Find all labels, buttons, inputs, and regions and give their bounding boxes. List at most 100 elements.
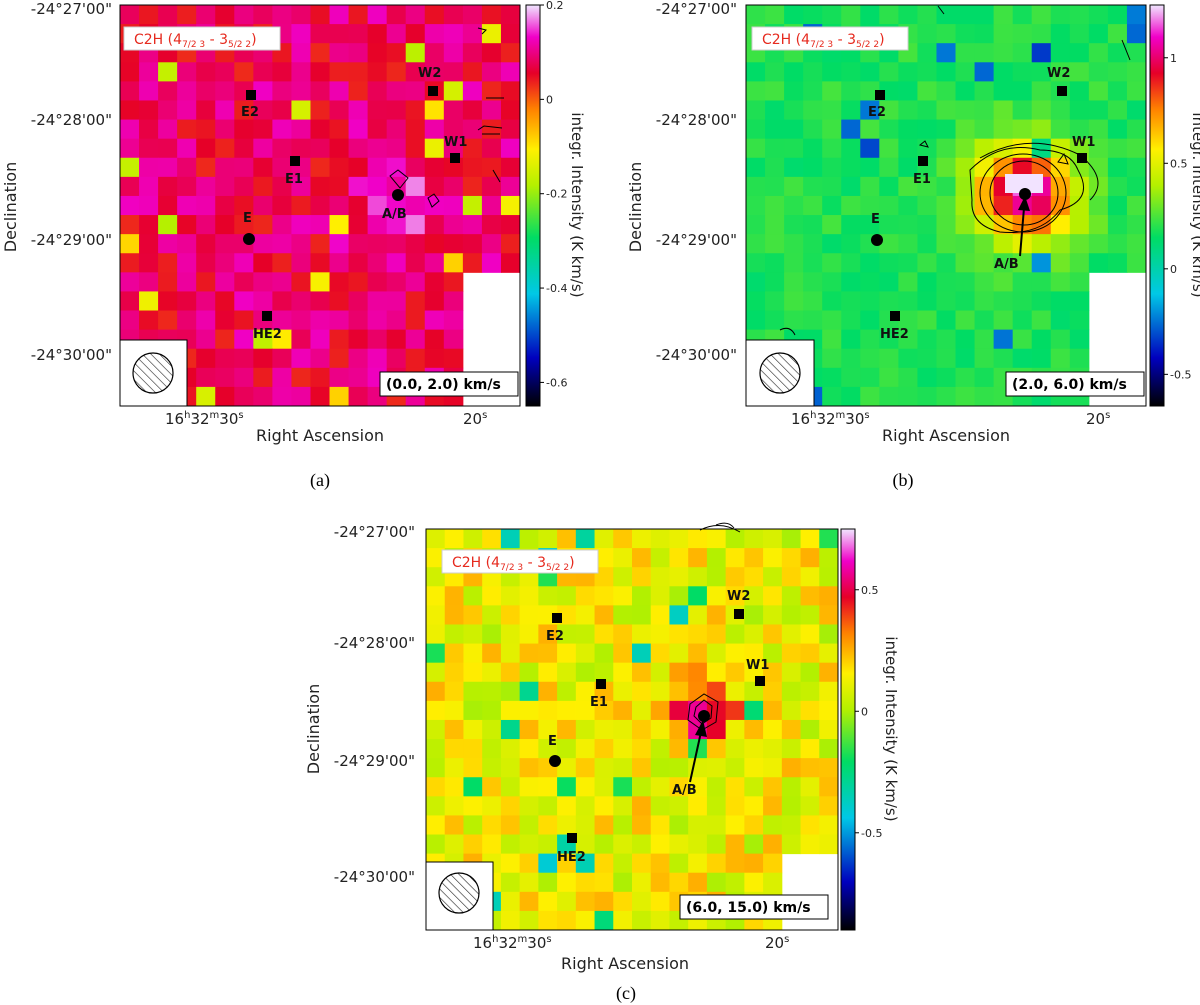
map-pixel [765,138,785,159]
map-pixel [688,796,708,816]
map-pixel [993,272,1014,292]
map-pixel [1088,43,1109,63]
panel-c: C2H (47/2 3 - 35/2 2) (6.0, 15.0) km/s W… [304,522,900,1004]
map-pixel [1012,348,1033,369]
map-pixel [386,62,407,82]
map-pixel [482,700,502,721]
map-pixel [481,253,502,273]
svg-text:16h32m30s: 16h32m30s [165,410,244,428]
map-pixel [650,834,670,855]
map-pixel [291,138,311,159]
map-pixel [348,215,369,235]
map-pixel [781,586,802,606]
map-pixel [253,195,273,216]
map-pixel [746,62,766,82]
map-pixel [594,529,614,549]
map-pixel [1050,62,1071,82]
map-pixel [482,719,502,740]
map-pixel [234,310,254,331]
map-pixel [803,234,823,254]
map-pixel [632,643,652,664]
map-pixel [519,891,539,912]
velocity-label: (2.0, 6.0) km/s [1012,377,1127,393]
map-pixel [386,310,407,331]
map-pixel [1069,348,1090,369]
map-pixel [860,386,880,407]
map-pixel [367,329,388,350]
marker-e [549,755,561,767]
label-e: E [243,211,252,226]
contours-a [389,27,504,208]
map-pixel [481,119,502,140]
map-pixel [594,815,614,836]
map-pixel [669,834,689,855]
map-pixel [1069,253,1090,273]
map-pixel [725,758,745,778]
map-pixel [765,253,785,273]
map-pixel [272,5,292,25]
map-pixel [234,367,254,388]
map-pixel [765,291,785,312]
map-pixel [822,5,842,25]
colorbar-c: 0.5 0 -0.5 integr. Intensity (K km/s) [840,528,900,931]
map-pixel [1031,62,1052,82]
map-pixel [329,100,350,121]
map-pixel [784,100,804,121]
map-pixel [444,624,464,645]
map-pixel [1126,176,1147,197]
map-pixel [329,5,350,25]
map-pixel [196,367,216,388]
map-pixel [538,586,558,606]
map-pixel [822,291,842,312]
map-pixel [917,5,937,25]
map-pixel [744,548,764,568]
map-pixel [426,662,446,683]
map-pixel [426,796,446,816]
map-pixel [348,291,369,312]
map-pixel [765,310,785,331]
map-pixel [196,100,216,121]
label-ab: A/B [994,257,1019,272]
map-pixel [215,81,235,101]
title-box-a: C2H (47/2 3 - 35/2 2) [123,26,281,51]
panel-b: C2H (47/2 3 - 35/2 2) (2.0, 6.0) km/s W2… [626,0,1200,491]
map-pixel [955,272,976,292]
map-pixel [841,157,861,178]
map-pixel [974,329,995,350]
map-pixel [936,329,957,350]
map-pixel [822,100,842,121]
map-pixel [650,891,670,912]
map-pixel [725,815,745,836]
map-pixel [1012,253,1033,273]
map-pixel [310,5,331,25]
map-pixel [803,100,823,121]
map-pixel [632,548,652,568]
map-pixel [426,605,446,625]
map-pixel [725,700,745,721]
map-pixel [669,643,689,664]
map-pixel [575,853,596,874]
map-pixel [348,234,369,254]
map-pixel [841,62,861,82]
label-he2: HE2 [880,327,909,342]
map-pixel [500,215,521,235]
map-pixel [1126,119,1147,140]
map-pixel [519,758,539,778]
map-pixel [500,605,521,625]
label-w2: W2 [727,589,750,604]
title-text: C2H (47/2 3 - 35/2 2) [452,555,575,573]
map-pixel [974,291,995,312]
map-pixel [443,215,464,235]
map-pixel [120,234,140,254]
map-pixel [1012,310,1033,331]
map-pixel [557,891,577,912]
map-pixel [500,234,521,254]
map-pixel [253,81,273,101]
map-pixel [444,586,464,606]
map-pixel [803,215,823,235]
label-he2: HE2 [557,850,586,865]
map-pixel [879,5,899,25]
map-pixel [329,386,350,407]
map-pixel [120,138,140,159]
map-pixel [253,234,273,254]
